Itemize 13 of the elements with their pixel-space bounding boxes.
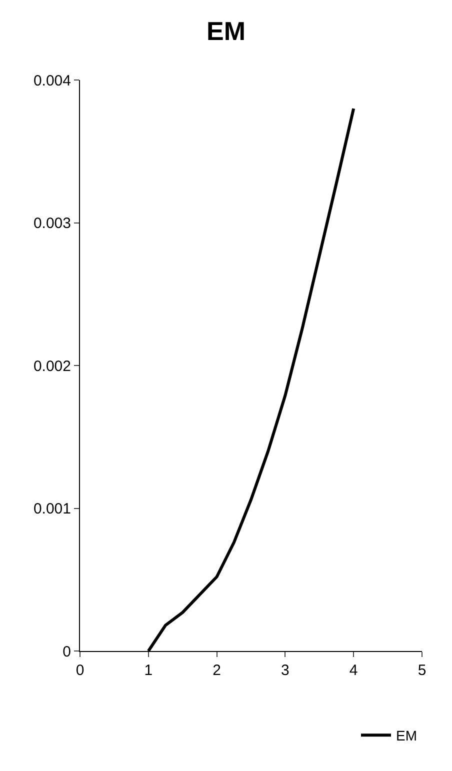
x-tick-label: 1 xyxy=(144,662,153,679)
x-tick-label: 4 xyxy=(349,662,358,679)
legend-label: EM xyxy=(396,728,417,744)
y-tick-label: 0.004 xyxy=(33,72,71,90)
x-tick-label: 0 xyxy=(76,662,84,679)
x-tick-label: 3 xyxy=(281,662,290,679)
y-tick-label: 0 xyxy=(62,643,71,660)
y-tick-label: 0.003 xyxy=(33,215,71,232)
x-tick-label: 5 xyxy=(418,662,426,679)
chart-title: EM xyxy=(206,16,246,46)
y-tick-label: 0.002 xyxy=(33,358,71,375)
x-tick-label: 2 xyxy=(212,662,221,679)
y-tick-label: 0.001 xyxy=(33,500,71,518)
